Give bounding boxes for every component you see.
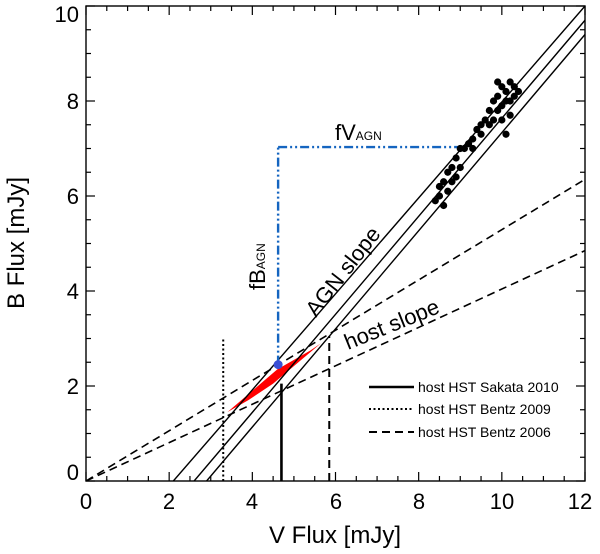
x-tick-label: 0 [80, 489, 92, 514]
data-point [444, 168, 452, 176]
data-point [514, 87, 523, 96]
data-point [456, 163, 464, 172]
y-tick-label: 0 [67, 460, 79, 485]
host-slope-line [86, 249, 585, 481]
data-point [510, 83, 518, 91]
data-point [502, 87, 510, 96]
x-tick-label: 6 [330, 489, 342, 514]
data-point [477, 121, 485, 129]
data-point [431, 197, 439, 205]
data-point [485, 106, 493, 115]
data-point [498, 83, 506, 91]
data-point [435, 182, 444, 191]
data-point [452, 173, 460, 181]
y-axis-title: B Flux [mJy] [3, 177, 30, 309]
x-tick-label: 10 [490, 489, 514, 514]
data-point [435, 192, 444, 200]
data-point [485, 121, 493, 129]
data-point [440, 201, 448, 210]
data-point [440, 178, 448, 186]
legend-label: host HST Sakata 2010 [418, 379, 559, 395]
data-point [477, 130, 485, 138]
y-tick-label: 2 [67, 374, 79, 399]
x-tick-label: 12 [568, 489, 592, 514]
data-point [448, 178, 456, 186]
data-point [489, 97, 498, 105]
host-point [273, 360, 283, 370]
data-point [469, 144, 477, 153]
data-point [510, 92, 518, 100]
data-point [494, 106, 502, 115]
x-tick-label: 4 [246, 489, 258, 514]
data-point [473, 125, 481, 134]
agn-slope-line [206, 34, 585, 481]
y-tick-label: 6 [67, 184, 79, 209]
x-tick-label: 2 [163, 489, 175, 514]
host-region [227, 343, 321, 413]
legend: host HST Sakata 2010 host HST Bentz 2009… [369, 379, 559, 440]
host-slope-label: host slope [341, 294, 443, 355]
legend-label: host HST Bentz 2006 [418, 424, 551, 440]
legend-label: host HST Bentz 2009 [418, 401, 551, 417]
data-point [464, 140, 473, 148]
y-tick-label: 10 [55, 2, 79, 27]
ticks-layer [85, 5, 586, 482]
data-point [444, 187, 452, 195]
data-point [498, 102, 506, 110]
data-point [506, 97, 514, 105]
data-point [506, 111, 514, 119]
data-point [481, 116, 489, 124]
data-point [448, 163, 456, 172]
fb-agn-label: fBAGN [245, 243, 270, 290]
fv-agn-label: fVAGN [335, 120, 382, 145]
host-slope-line [86, 178, 585, 481]
data-point [489, 116, 498, 124]
plot-layer [86, 6, 585, 481]
agn-slope-line [193, 19, 585, 481]
data-point [506, 78, 514, 86]
data-point [498, 116, 506, 124]
data-point [502, 130, 510, 138]
y-tick-label: 4 [67, 279, 79, 304]
x-axis-title: V Flux [mJy] [269, 522, 401, 549]
data-point [452, 154, 460, 162]
x-tick-label: 8 [413, 489, 425, 514]
data-point [494, 78, 502, 86]
data-point [460, 144, 469, 153]
data-point [469, 135, 477, 143]
y-tick-label: 8 [67, 89, 79, 114]
data-point [494, 92, 502, 100]
